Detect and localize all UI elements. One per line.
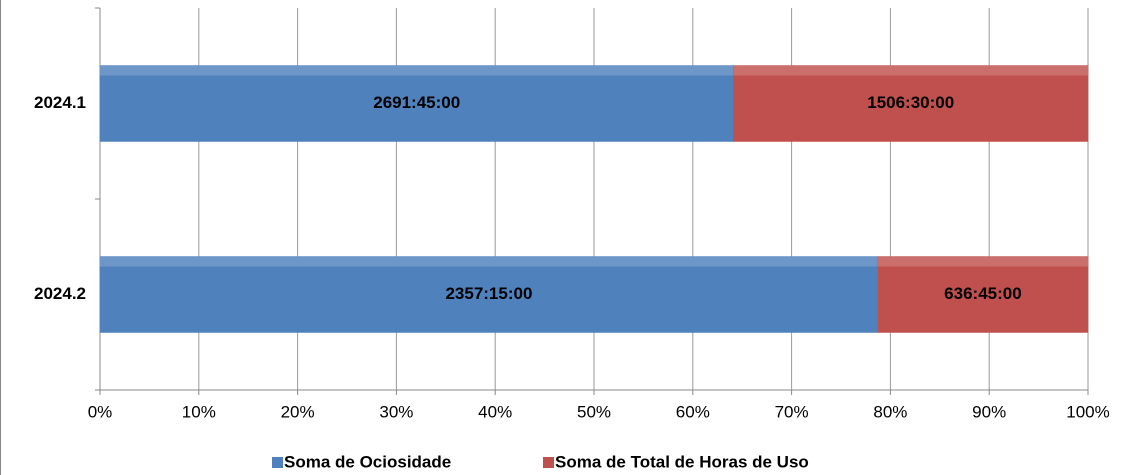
y-tick-label: 2024.2 xyxy=(34,284,86,303)
legend-label: Soma de Ociosidade xyxy=(284,452,451,471)
x-tick-label: 10% xyxy=(182,402,216,421)
data-label: 636:45:00 xyxy=(944,284,1022,303)
bar-segment xyxy=(733,65,1089,142)
bar-segment xyxy=(877,256,1089,333)
data-label: 2357:15:00 xyxy=(445,284,532,303)
data-label: 1506:30:00 xyxy=(867,93,954,112)
bar-highlight xyxy=(100,65,734,76)
bar-segment xyxy=(99,256,879,333)
bar-highlight xyxy=(100,256,878,267)
legend-marker xyxy=(272,457,283,468)
data-label: 2691:45:00 xyxy=(373,93,460,112)
x-tick-label: 0% xyxy=(88,402,113,421)
legend-marker xyxy=(543,457,554,468)
legend-label: Soma de Total de Horas de Uso xyxy=(555,452,809,471)
bar-highlight xyxy=(733,65,1088,76)
x-tick-label: 70% xyxy=(775,402,809,421)
x-tick-label: 50% xyxy=(577,402,611,421)
x-tick-label: 20% xyxy=(281,402,315,421)
x-tick-label: 60% xyxy=(676,402,710,421)
x-tick-label: 90% xyxy=(972,402,1006,421)
x-tick-label: 40% xyxy=(478,402,512,421)
y-tick-label: 2024.1 xyxy=(34,93,86,112)
bar-segment xyxy=(99,65,734,142)
bar-highlight xyxy=(877,256,1088,267)
x-tick-label: 30% xyxy=(379,402,413,421)
x-tick-label: 100% xyxy=(1066,402,1109,421)
x-tick-label: 80% xyxy=(873,402,907,421)
